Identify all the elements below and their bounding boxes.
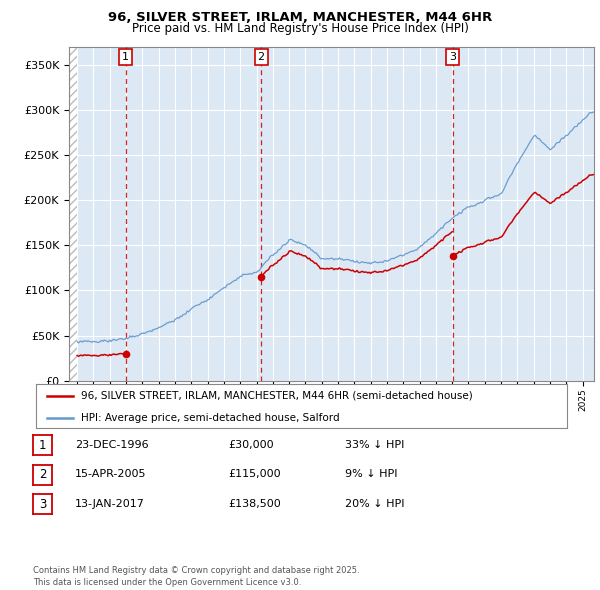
Text: 3: 3 bbox=[39, 498, 46, 511]
Bar bbox=[69, 47, 77, 381]
Text: Contains HM Land Registry data © Crown copyright and database right 2025.
This d: Contains HM Land Registry data © Crown c… bbox=[33, 566, 359, 587]
Text: 23-DEC-1996: 23-DEC-1996 bbox=[75, 440, 149, 450]
Text: 9% ↓ HPI: 9% ↓ HPI bbox=[345, 470, 398, 479]
Text: HPI: Average price, semi-detached house, Salford: HPI: Average price, semi-detached house,… bbox=[81, 413, 340, 423]
Text: 13-JAN-2017: 13-JAN-2017 bbox=[75, 499, 145, 509]
Text: £138,500: £138,500 bbox=[228, 499, 281, 509]
Text: £30,000: £30,000 bbox=[228, 440, 274, 450]
Text: 2: 2 bbox=[39, 468, 46, 481]
Text: 20% ↓ HPI: 20% ↓ HPI bbox=[345, 499, 404, 509]
Text: 1: 1 bbox=[39, 439, 46, 452]
Text: 1: 1 bbox=[122, 52, 129, 62]
Text: 3: 3 bbox=[449, 52, 456, 62]
Text: 15-APR-2005: 15-APR-2005 bbox=[75, 470, 146, 479]
Text: 96, SILVER STREET, IRLAM, MANCHESTER, M44 6HR (semi-detached house): 96, SILVER STREET, IRLAM, MANCHESTER, M4… bbox=[81, 391, 473, 401]
Text: £115,000: £115,000 bbox=[228, 470, 281, 479]
Text: 96, SILVER STREET, IRLAM, MANCHESTER, M44 6HR: 96, SILVER STREET, IRLAM, MANCHESTER, M4… bbox=[108, 11, 492, 24]
Text: 33% ↓ HPI: 33% ↓ HPI bbox=[345, 440, 404, 450]
Text: Price paid vs. HM Land Registry's House Price Index (HPI): Price paid vs. HM Land Registry's House … bbox=[131, 22, 469, 35]
Text: 2: 2 bbox=[257, 52, 265, 62]
